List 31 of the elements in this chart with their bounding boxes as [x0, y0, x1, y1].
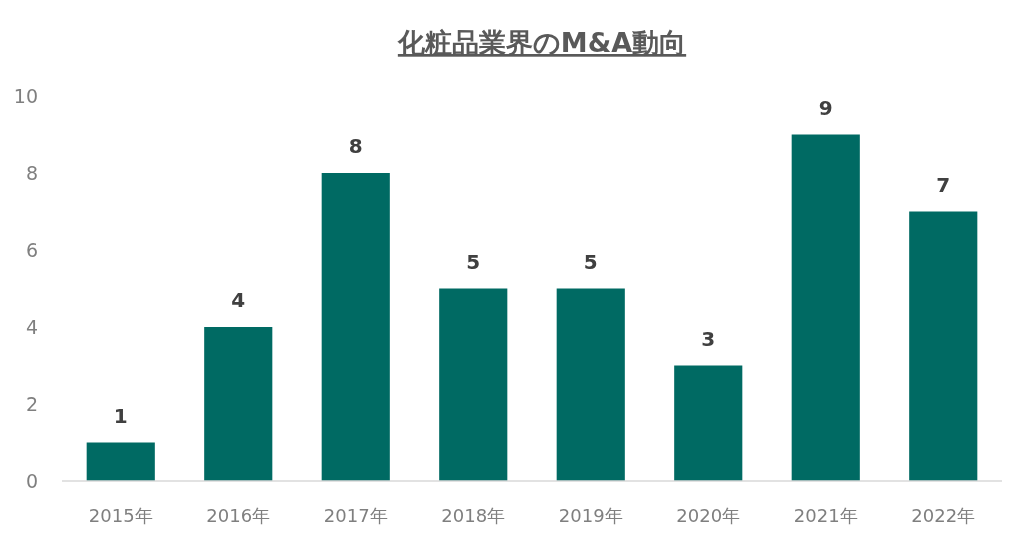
x-tick-label: 2021年 [793, 505, 858, 526]
data-label: 4 [231, 288, 246, 312]
data-label: 1 [113, 403, 128, 428]
data-label: 9 [818, 95, 833, 120]
x-tick-label: 2017年 [323, 505, 388, 526]
data-label: 8 [348, 134, 363, 158]
bar [791, 134, 860, 481]
bar [674, 365, 743, 481]
x-tick-label: 2022年 [911, 505, 976, 526]
x-tick-label: 2016年 [206, 505, 271, 526]
data-label: 5 [583, 249, 598, 274]
x-tick-label: 2019年 [558, 505, 623, 526]
y-tick-label: 10 [13, 85, 38, 107]
y-tick-label: 8 [25, 162, 38, 184]
y-tick-label: 4 [25, 316, 38, 338]
bar [321, 173, 390, 481]
x-tick-label: 2018年 [441, 505, 506, 526]
data-label: 7 [936, 172, 951, 197]
bar [909, 211, 978, 481]
y-tick-label: 2 [25, 393, 38, 415]
y-tick-label: 0 [25, 470, 38, 492]
bar [204, 327, 273, 481]
bar [439, 288, 508, 481]
data-label: 5 [466, 249, 481, 274]
data-label: 3 [701, 326, 716, 351]
bar [86, 442, 155, 481]
x-tick-label: 2020年 [676, 505, 741, 526]
chart-title: 化粧品業界のM&A動向 [396, 27, 687, 58]
y-tick-label: 6 [25, 239, 38, 261]
x-tick-label: 2015年 [88, 505, 153, 526]
bar [556, 288, 625, 481]
